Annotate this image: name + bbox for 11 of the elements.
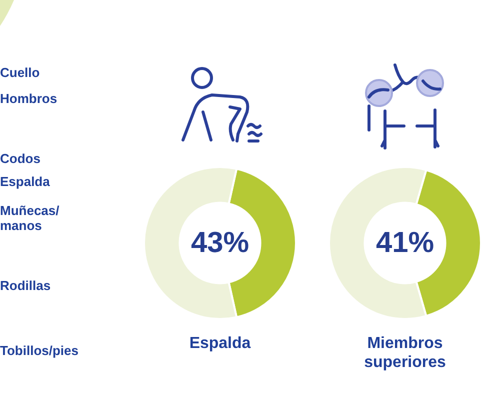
text: Miembros superiores [363,334,447,372]
text: Muñecas/ manos [0,203,60,233]
text: Tobillos/pies [0,343,78,358]
text: Hombros [0,91,58,106]
text: Espalda [0,174,50,189]
text: Rodillas [0,278,51,293]
data-label: 43% [190,227,250,259]
text: Codos [0,151,40,166]
text: Espalda [188,334,252,353]
data-label: 41% [376,227,434,259]
text: Cuello [0,65,40,80]
